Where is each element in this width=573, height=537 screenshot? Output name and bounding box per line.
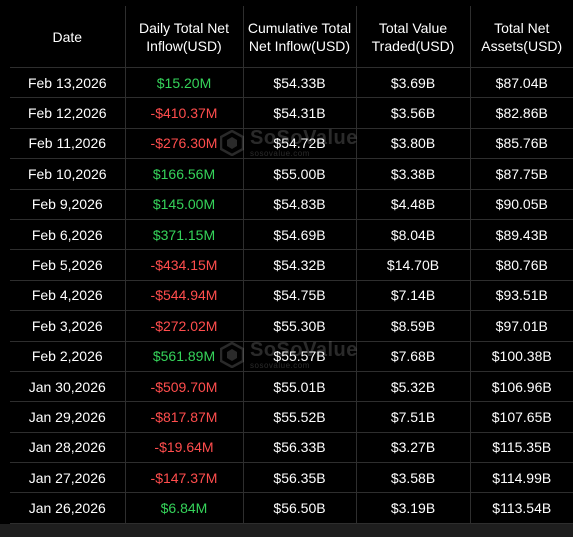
cell-total-value-traded: $3.19B — [355, 492, 470, 524]
cell-total-net-assets: $89.43B — [469, 219, 573, 251]
cell-total-value-traded: $8.59B — [355, 310, 470, 342]
cell-total-value-traded: $3.80B — [355, 128, 470, 160]
cell-total-net-assets: $114.99B — [469, 462, 573, 494]
etf-flow-table-container: Date Daily Total Net Inflow(USD) Cumulat… — [10, 6, 573, 524]
cell-total-net-assets: $93.51B — [469, 280, 573, 312]
table-row: Feb 5,2026 -$434.15M $54.32B $14.70B $80.76B — [10, 249, 573, 281]
table-row: Feb 6,2026 $371.15M $54.69B $8.04B $89.43B — [10, 219, 573, 251]
cell-date: Feb 9,2026 — [10, 189, 125, 220]
cell-daily-net-inflow: $145.00M — [124, 189, 243, 220]
cell-total-value-traded: $8.04B — [355, 219, 470, 251]
cell-cumulative-net-inflow: $54.72B — [242, 128, 356, 160]
cell-daily-net-inflow: -$434.15M — [124, 249, 243, 281]
table-row: Feb 4,2026 -$544.94M $54.75B $7.14B $93.51B — [10, 280, 573, 312]
cell-total-net-assets: $87.75B — [469, 158, 573, 190]
header-total-value-traded: Total Value Traded(USD) — [355, 6, 470, 68]
cell-date: Feb 4,2026 — [10, 280, 125, 312]
cell-total-net-assets: $90.05B — [469, 189, 573, 220]
cell-total-value-traded: $3.27B — [355, 432, 470, 464]
cell-daily-net-inflow: -$817.87M — [124, 401, 243, 433]
cell-total-net-assets: $82.86B — [469, 97, 573, 129]
cell-date: Jan 27,2026 — [10, 462, 125, 494]
cell-daily-net-inflow: -$19.64M — [124, 432, 243, 464]
cell-cumulative-net-inflow: $55.00B — [242, 158, 356, 190]
table-row: Jan 26,2026 $6.84M $56.50B $3.19B $113.54B — [10, 492, 573, 524]
cell-cumulative-net-inflow: $54.33B — [242, 67, 356, 99]
table-row: Jan 28,2026 -$19.64M $56.33B $3.27B $115.35B — [10, 432, 573, 464]
cell-date: Jan 29,2026 — [10, 401, 125, 433]
cell-total-net-assets: $115.35B — [469, 432, 573, 464]
table-header-row: Date Daily Total Net Inflow(USD) Cumulat… — [10, 6, 573, 68]
cell-total-value-traded: $7.14B — [355, 280, 470, 312]
table-row: Jan 27,2026 -$147.37M $56.35B $3.58B $114.99… — [10, 462, 573, 494]
cell-total-value-traded: $14.70B — [355, 249, 470, 281]
cell-total-net-assets: $100.38B — [469, 341, 573, 372]
cell-total-net-assets: $97.01B — [469, 310, 573, 342]
cell-daily-net-inflow: -$410.37M — [124, 97, 243, 129]
cell-date: Jan 26,2026 — [10, 492, 125, 524]
cell-cumulative-net-inflow: $55.57B — [242, 341, 356, 372]
etf-flow-table: Date Daily Total Net Inflow(USD) Cumulat… — [10, 6, 573, 524]
table-row: Feb 11,2026 -$276.30M $54.72B $3.80B $85.76B — [10, 128, 573, 160]
cell-cumulative-net-inflow: $56.33B — [242, 432, 356, 464]
cell-daily-net-inflow: -$509.70M — [124, 371, 243, 403]
cell-daily-net-inflow: -$147.37M — [124, 462, 243, 494]
header-date: Date — [10, 6, 125, 68]
cell-total-net-assets: $87.04B — [469, 67, 573, 99]
cell-cumulative-net-inflow: $55.01B — [242, 371, 356, 403]
cell-cumulative-net-inflow: $55.52B — [242, 401, 356, 433]
table-row: Feb 10,2026 $166.56M $55.00B $3.38B $87.75B — [10, 158, 573, 190]
table-row: Feb 9,2026 $145.00M $54.83B $4.48B $90.05B — [10, 189, 573, 220]
cell-date: Feb 13,2026 — [10, 67, 125, 99]
cell-cumulative-net-inflow: $54.83B — [242, 189, 356, 220]
cell-date: Feb 10,2026 — [10, 158, 125, 190]
cell-total-net-assets: $106.96B — [469, 371, 573, 403]
cell-daily-net-inflow: -$544.94M — [124, 280, 243, 312]
cell-date: Jan 28,2026 — [10, 432, 125, 464]
header-total-net-assets: Total Net Assets(USD) — [469, 6, 573, 68]
cell-total-value-traded: $3.58B — [355, 462, 470, 494]
table-row: Jan 30,2026 -$509.70M $55.01B $5.32B $106.96… — [10, 371, 573, 403]
cell-total-value-traded: $5.32B — [355, 371, 470, 403]
cell-date: Feb 6,2026 — [10, 219, 125, 251]
cell-daily-net-inflow: -$272.02M — [124, 310, 243, 342]
cell-cumulative-net-inflow: $54.31B — [242, 97, 356, 129]
table-row: Feb 13,2026 $15.20M $54.33B $3.69B $87.04B — [10, 67, 573, 99]
table-row: Feb 3,2026 -$272.02M $55.30B $8.59B $97.01B — [10, 310, 573, 342]
cell-total-net-assets: $85.76B — [469, 128, 573, 160]
cell-date: Feb 11,2026 — [10, 128, 125, 160]
cell-total-value-traded: $7.68B — [355, 341, 470, 372]
cell-total-net-assets: $113.54B — [469, 492, 573, 524]
cell-total-value-traded: $4.48B — [355, 189, 470, 220]
cell-cumulative-net-inflow: $54.69B — [242, 219, 356, 251]
cell-daily-net-inflow: -$276.30M — [124, 128, 243, 160]
table-row: Jan 29,2026 -$817.87M $55.52B $7.51B $107.65… — [10, 401, 573, 433]
cell-date: Feb 2,2026 — [10, 341, 125, 372]
cell-total-value-traded: $3.69B — [355, 67, 470, 99]
table-row: Feb 2,2026 $561.89M $55.57B $7.68B $100.38B — [10, 341, 573, 372]
cell-daily-net-inflow: $15.20M — [124, 67, 243, 99]
cell-daily-net-inflow: $6.84M — [124, 492, 243, 524]
cell-total-net-assets: $107.65B — [469, 401, 573, 433]
cell-date: Feb 5,2026 — [10, 249, 125, 281]
cell-total-value-traded: $7.51B — [355, 401, 470, 433]
header-cumulative-net-inflow: Cumulative Total Net Inflow(USD) — [242, 6, 356, 68]
cell-total-value-traded: $3.38B — [355, 158, 470, 190]
cell-cumulative-net-inflow: $54.75B — [242, 280, 356, 312]
horizontal-scrollbar-track[interactable] — [0, 524, 573, 537]
cell-cumulative-net-inflow: $56.50B — [242, 492, 356, 524]
cell-daily-net-inflow: $371.15M — [124, 219, 243, 251]
cell-daily-net-inflow: $166.56M — [124, 158, 243, 190]
cell-total-value-traded: $3.56B — [355, 97, 470, 129]
cell-date: Feb 12,2026 — [10, 97, 125, 129]
cell-date: Jan 30,2026 — [10, 371, 125, 403]
cell-cumulative-net-inflow: $56.35B — [242, 462, 356, 494]
cell-daily-net-inflow: $561.89M — [124, 341, 243, 372]
header-daily-net-inflow: Daily Total Net Inflow(USD) — [124, 6, 243, 68]
cell-total-net-assets: $80.76B — [469, 249, 573, 281]
cell-cumulative-net-inflow: $54.32B — [242, 249, 356, 281]
cell-cumulative-net-inflow: $55.30B — [242, 310, 356, 342]
cell-date: Feb 3,2026 — [10, 310, 125, 342]
table-row: Feb 12,2026 -$410.37M $54.31B $3.56B $82.86B — [10, 97, 573, 129]
